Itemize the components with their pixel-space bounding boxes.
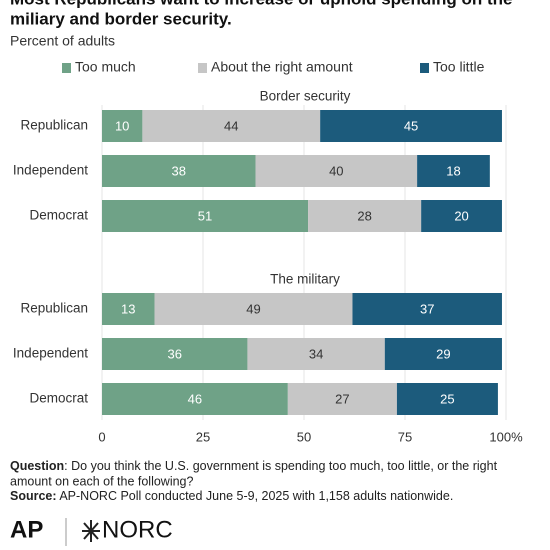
data-label: 37 [420, 301, 434, 316]
data-label: 40 [329, 163, 343, 178]
bar [154, 293, 353, 325]
bar [102, 110, 143, 142]
data-label: 18 [446, 163, 460, 178]
data-label: 46 [188, 391, 202, 406]
bar [102, 338, 248, 370]
source-label: Source: [10, 489, 57, 503]
data-label: 51 [198, 208, 212, 223]
y-tick-label: Democrat [29, 208, 88, 223]
data-label: 13 [121, 301, 135, 316]
data-label: 25 [440, 391, 454, 406]
data-label: 34 [309, 346, 323, 361]
y-tick-label: Republican [20, 118, 88, 133]
source-text: AP-NORC Poll conducted June 5-9, 2025 wi… [57, 489, 454, 503]
legend-label: Too much [75, 59, 136, 75]
bar [308, 200, 422, 232]
note-text: amount on each of the following? [10, 474, 194, 488]
data-label: 20 [454, 208, 468, 223]
note-label: Question [10, 459, 64, 473]
data-label: 36 [167, 346, 181, 361]
data-label: 27 [335, 391, 349, 406]
chart-title: Most Republicans want to increase or uph… [10, 0, 512, 8]
legend-label: Too little [433, 59, 485, 75]
y-tick-label: Democrat [29, 391, 88, 406]
bar [142, 110, 321, 142]
bar [102, 200, 309, 232]
bar [421, 200, 502, 232]
x-tick-label: 75 [398, 429, 412, 444]
y-tick-label: Republican [20, 301, 88, 316]
legend-swatch [420, 63, 429, 73]
y-tick-label: Independent [13, 346, 88, 361]
note-text: : Do you think the U.S. government is sp… [64, 459, 497, 473]
bar [255, 155, 418, 187]
panel-title: The military [270, 272, 340, 287]
data-label: 45 [404, 118, 418, 133]
legend-swatch [62, 63, 71, 73]
y-tick-label: Independent [13, 163, 88, 178]
bar [417, 155, 490, 187]
data-label: 49 [246, 301, 260, 316]
logo: AP [10, 516, 43, 543]
legend-swatch [198, 63, 207, 73]
bar [352, 293, 502, 325]
data-label: 29 [436, 346, 450, 361]
bar [320, 110, 502, 142]
x-tick-label: 100% [489, 429, 523, 444]
logo: NORC [102, 516, 173, 543]
bar [384, 338, 502, 370]
x-tick-label: 0 [98, 429, 105, 444]
data-label: 28 [357, 208, 371, 223]
legend-label: About the right amount [211, 59, 353, 75]
data-label: 44 [224, 118, 238, 133]
panel-title: Border security [260, 89, 351, 104]
bar [102, 293, 155, 325]
x-tick-label: 25 [196, 429, 210, 444]
data-label: 38 [172, 163, 186, 178]
bar [102, 155, 256, 187]
data-label: 10 [115, 118, 129, 133]
bar [247, 338, 385, 370]
source: Source: AP-NORC Poll conducted June 5-9,… [10, 489, 453, 503]
logo-icon [82, 520, 100, 542]
bar [102, 383, 288, 415]
bar [287, 383, 397, 415]
bar [396, 383, 498, 415]
chart-title: miliary and border security. [10, 9, 232, 28]
x-tick-label: 50 [297, 429, 311, 444]
note: Question: Do you think the U.S. governme… [10, 459, 498, 473]
subtitle: Percent of adults [10, 33, 115, 49]
